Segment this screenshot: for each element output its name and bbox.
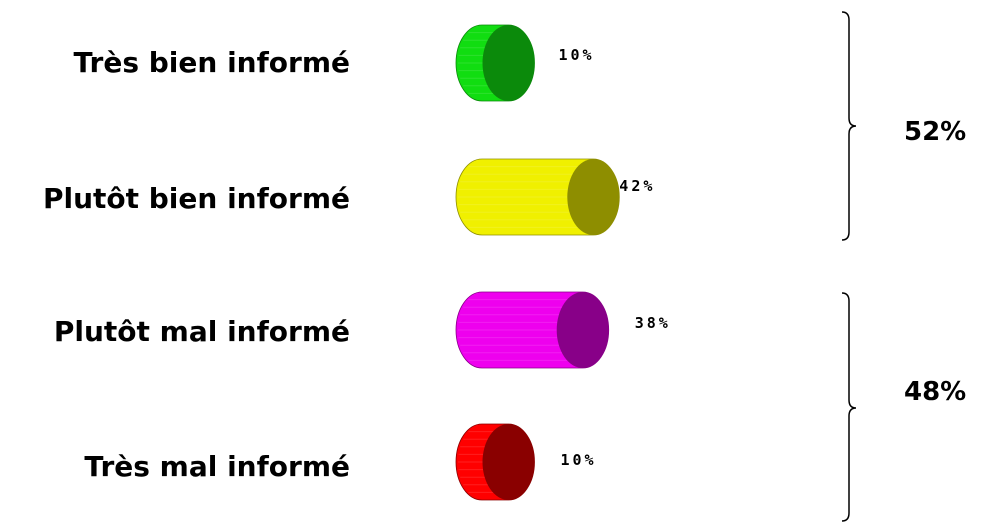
group-bracket <box>841 11 857 241</box>
value-label: 10% <box>561 451 597 469</box>
value-labels: 10% 42% 38% 10% <box>559 46 671 469</box>
group-label: 52% <box>904 117 966 147</box>
bar-cap <box>482 424 535 500</box>
category-labels: Très bien informé Plutôt bien informé Pl… <box>43 46 350 483</box>
category-label: Très mal informé <box>84 450 350 483</box>
group-brackets: 52% 48% <box>841 11 966 522</box>
group-label: 48% <box>904 377 966 407</box>
bar-cap <box>567 159 620 235</box>
bars <box>455 24 620 501</box>
bar-cap <box>482 25 535 101</box>
value-label: 38% <box>635 314 671 332</box>
bar-cap <box>556 292 609 368</box>
group-bracket <box>841 292 857 522</box>
value-label: 42% <box>619 177 655 195</box>
category-label: Plutôt mal informé <box>54 315 350 348</box>
category-label: Plutôt bien informé <box>43 182 350 215</box>
category-label: Très bien informé <box>74 46 350 79</box>
value-label: 10% <box>559 46 595 64</box>
